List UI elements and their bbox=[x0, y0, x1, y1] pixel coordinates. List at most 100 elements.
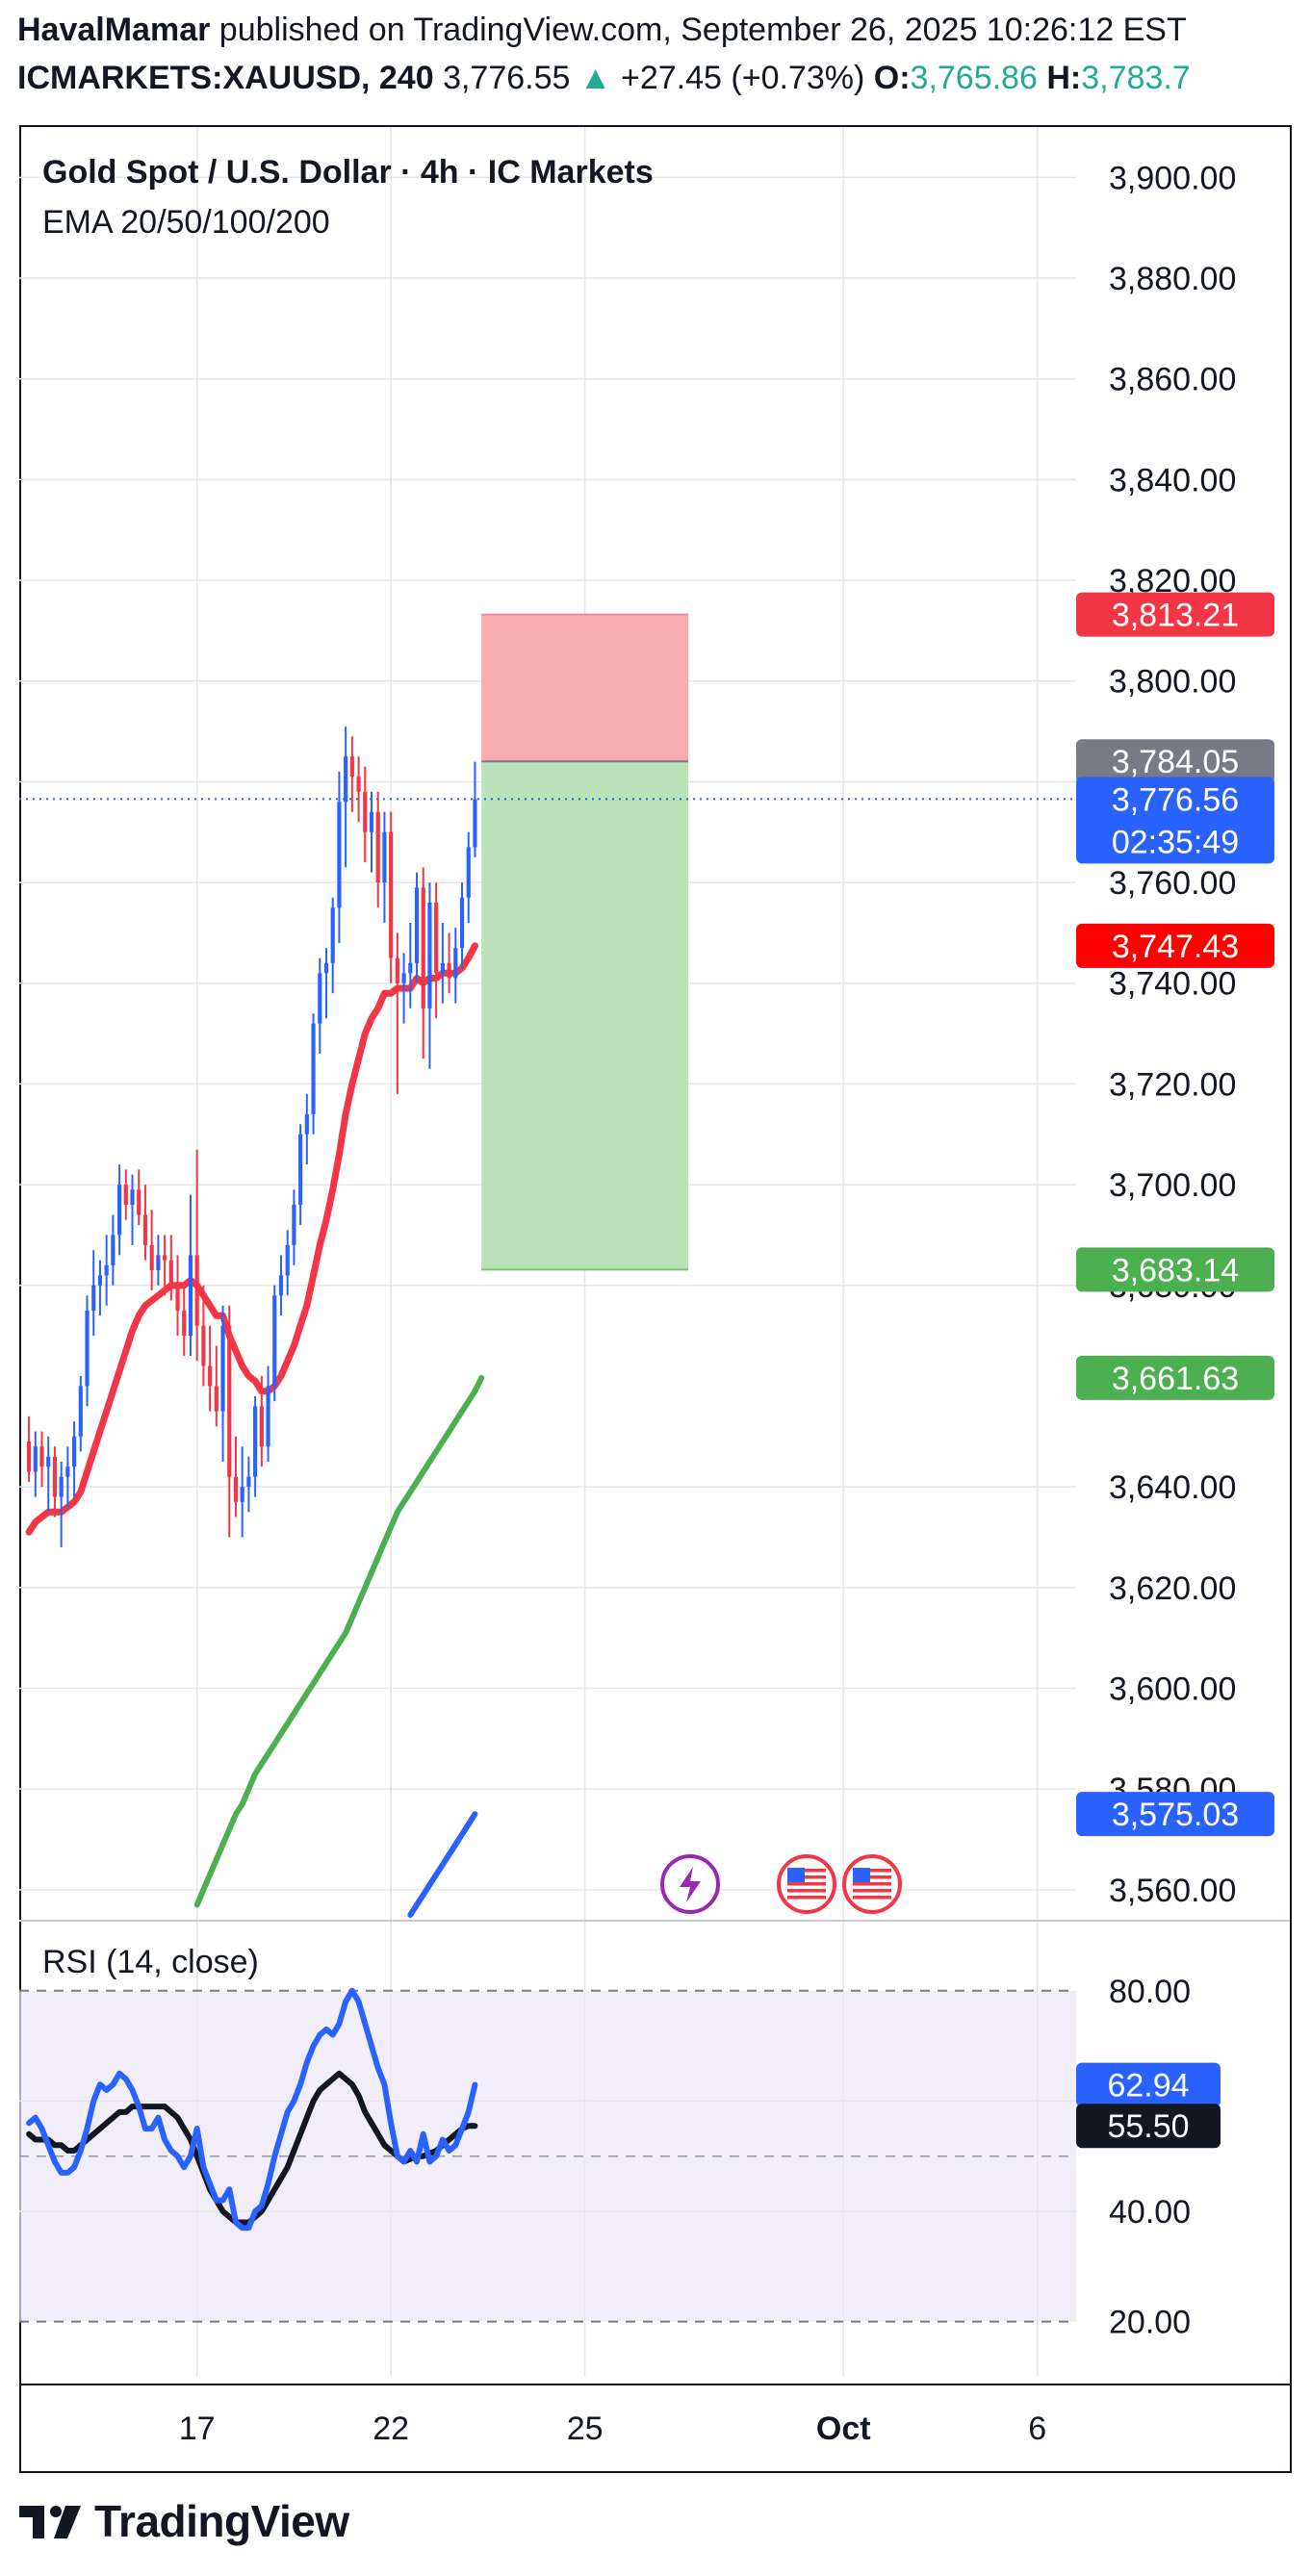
price-label: 3,784.05 bbox=[1112, 744, 1239, 780]
price-axis[interactable]: 3,900.003,880.003,860.003,840.003,820.00… bbox=[1109, 160, 1236, 1908]
candle-body bbox=[253, 1406, 258, 1477]
candle-body bbox=[97, 1275, 103, 1286]
price-label-bg bbox=[1076, 1355, 1274, 1400]
price-label: 3,747.43 bbox=[1112, 929, 1239, 965]
author-name[interactable]: HavalMamar bbox=[17, 12, 211, 48]
candle-body bbox=[123, 1185, 128, 1206]
candle-body bbox=[137, 1189, 141, 1215]
rsi-tick-label: 20.00 bbox=[1109, 2305, 1191, 2341]
candle-body bbox=[369, 811, 374, 832]
us-flag-event-icon bbox=[842, 1854, 902, 1914]
candle-body bbox=[246, 1476, 251, 1488]
tradingview-logo[interactable]: TradingView bbox=[17, 2492, 349, 2550]
candle-body bbox=[330, 907, 335, 963]
event-markers[interactable] bbox=[660, 1854, 902, 1914]
price-tick-label: 3,640.00 bbox=[1109, 1469, 1236, 1506]
price-tick-label: 3,560.00 bbox=[1109, 1873, 1236, 1909]
candle-body bbox=[408, 962, 413, 974]
tradingview-wordmark: TradingView bbox=[94, 2496, 349, 2546]
candle-body bbox=[85, 1310, 90, 1387]
candle-body bbox=[26, 1441, 32, 1472]
candle-body bbox=[337, 802, 342, 908]
up-arrow-icon: ▲ bbox=[578, 60, 612, 96]
flag-canton bbox=[853, 1868, 870, 1882]
lightning-event-icon bbox=[660, 1854, 720, 1914]
time-axis[interactable]: 17 22 25 Oct 6 bbox=[179, 2410, 1046, 2447]
candle-body bbox=[214, 1386, 218, 1412]
price-labels: 3,813.21 3,784.053,776.56 02:35:49 3,747.43… bbox=[1076, 592, 1274, 1837]
us-flag-event-icon bbox=[777, 1854, 836, 1914]
flag-stripe bbox=[853, 1869, 891, 1873]
candle-body bbox=[156, 1255, 161, 1271]
price-label-bg bbox=[1076, 1247, 1274, 1292]
candle-body bbox=[414, 887, 420, 963]
flag-stripe bbox=[853, 1896, 891, 1900]
candle-body bbox=[33, 1446, 38, 1472]
symbol-name[interactable]: ICMARKETS:XAUUSD, 240 bbox=[17, 60, 434, 96]
flag-stripe bbox=[787, 1882, 826, 1886]
flag-stripe bbox=[853, 1875, 891, 1879]
candle-body bbox=[401, 973, 406, 983]
candle-body bbox=[163, 1255, 167, 1261]
price-label: 3,683.14 bbox=[1112, 1252, 1239, 1288]
candle-body bbox=[220, 1325, 225, 1412]
ema50-line bbox=[193, 1374, 485, 1908]
take-profit-zone bbox=[481, 761, 689, 1270]
candle-body bbox=[323, 962, 329, 974]
candle-body bbox=[240, 1487, 244, 1502]
candle-body bbox=[375, 811, 380, 883]
candle-body bbox=[65, 1467, 70, 1477]
price-label-bg bbox=[1076, 777, 1274, 864]
candle-body bbox=[395, 957, 399, 983]
high-value: 3,783.7 bbox=[1081, 60, 1191, 96]
candle-body bbox=[292, 1205, 296, 1245]
price-label-bg bbox=[1076, 1792, 1274, 1837]
publish-date: published on TradingView.com, September … bbox=[210, 12, 1187, 48]
open-label: O: bbox=[873, 60, 911, 96]
tradingview-logo-icon bbox=[19, 2506, 81, 2538]
price-label-countdown: 02:35:49 bbox=[1112, 824, 1239, 860]
price-change: +27.45 (+0.73%) bbox=[621, 60, 865, 96]
candle-body bbox=[117, 1185, 122, 1236]
candle-body bbox=[130, 1189, 135, 1206]
candle-body bbox=[175, 1285, 180, 1311]
time-tick-label: 6 bbox=[1028, 2410, 1046, 2447]
lightning-glyph bbox=[680, 1867, 701, 1902]
candle-body bbox=[434, 903, 439, 974]
candle-body bbox=[349, 756, 354, 778]
price-label-bg bbox=[1076, 592, 1274, 637]
chart-frame[interactable] bbox=[19, 125, 1292, 2473]
price-tick-label: 3,800.00 bbox=[1109, 664, 1236, 701]
candle-body bbox=[182, 1310, 187, 1337]
time-tick-label: Oct bbox=[816, 2410, 871, 2447]
rsi-tick-label: 40.00 bbox=[1109, 2194, 1191, 2231]
candle-body bbox=[266, 1386, 270, 1447]
last-price: 3,776.55 bbox=[443, 60, 571, 96]
candle-body bbox=[208, 1365, 213, 1387]
price-tick-label: 3,860.00 bbox=[1109, 362, 1236, 398]
rsi-legend[interactable]: RSI (14, close) bbox=[42, 1944, 259, 1980]
candle-body bbox=[447, 962, 451, 979]
price-tick-label: 3,600.00 bbox=[1109, 1671, 1236, 1707]
candle-body bbox=[52, 1456, 58, 1497]
flag-stripe bbox=[853, 1882, 891, 1886]
stop-loss-zone bbox=[481, 614, 689, 762]
rsi-line bbox=[26, 1987, 478, 2232]
chart-legend-title[interactable]: Gold Spot / U.S. Dollar · 4h · IC Market… bbox=[42, 154, 654, 191]
short-position-tool[interactable] bbox=[481, 613, 689, 1271]
price-tick-label: 3,740.00 bbox=[1109, 966, 1236, 1003]
candle-body bbox=[459, 897, 465, 949]
price-tick-label: 3,760.00 bbox=[1109, 865, 1236, 902]
candle-body bbox=[278, 1275, 284, 1296]
high-label: H: bbox=[1046, 60, 1082, 96]
rsi-value-label-bg bbox=[1076, 2104, 1221, 2149]
candle-body bbox=[318, 973, 322, 1024]
candle-body bbox=[104, 1264, 109, 1276]
candle-body bbox=[91, 1285, 96, 1311]
rsi-value-label: 62.94 bbox=[1107, 2068, 1189, 2104]
indicator-legend[interactable]: EMA 20/50/100/200 bbox=[42, 204, 330, 241]
candle-body bbox=[304, 1113, 309, 1135]
symbol-info: ICMARKETS:XAUUSD, 240 3,776.55 ▲ +27.45 … bbox=[17, 60, 1191, 97]
